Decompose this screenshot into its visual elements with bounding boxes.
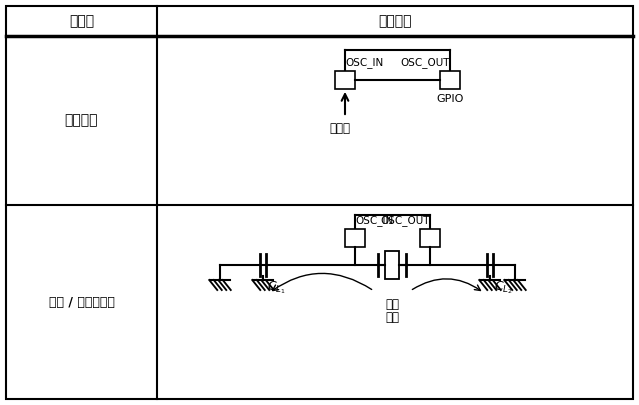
Text: OSC_OUT: OSC_OUT xyxy=(380,215,430,226)
Bar xyxy=(345,229,365,247)
Text: OSC_IN: OSC_IN xyxy=(345,57,383,68)
Text: 外部源: 外部源 xyxy=(330,122,351,135)
Bar xyxy=(335,71,355,89)
Text: OSC_IN: OSC_IN xyxy=(355,215,393,226)
Text: 电容: 电容 xyxy=(385,311,399,324)
Text: 外部时钟: 外部时钟 xyxy=(65,113,98,128)
Text: OSC_OUT: OSC_OUT xyxy=(401,57,450,68)
Bar xyxy=(420,229,440,247)
Bar xyxy=(440,71,460,89)
Text: 时钟源: 时钟源 xyxy=(69,14,94,28)
Text: $C_{L_2}$: $C_{L_2}$ xyxy=(494,279,513,296)
Text: 硬件配置: 硬件配置 xyxy=(378,14,412,28)
Text: $C_{L_1}$: $C_{L_1}$ xyxy=(267,279,286,296)
Text: 晶振 / 陶瓷谐振器: 晶振 / 陶瓷谐振器 xyxy=(49,296,114,309)
Text: 负载: 负载 xyxy=(385,298,399,311)
Text: GPIO: GPIO xyxy=(436,94,464,104)
Bar xyxy=(385,251,399,279)
